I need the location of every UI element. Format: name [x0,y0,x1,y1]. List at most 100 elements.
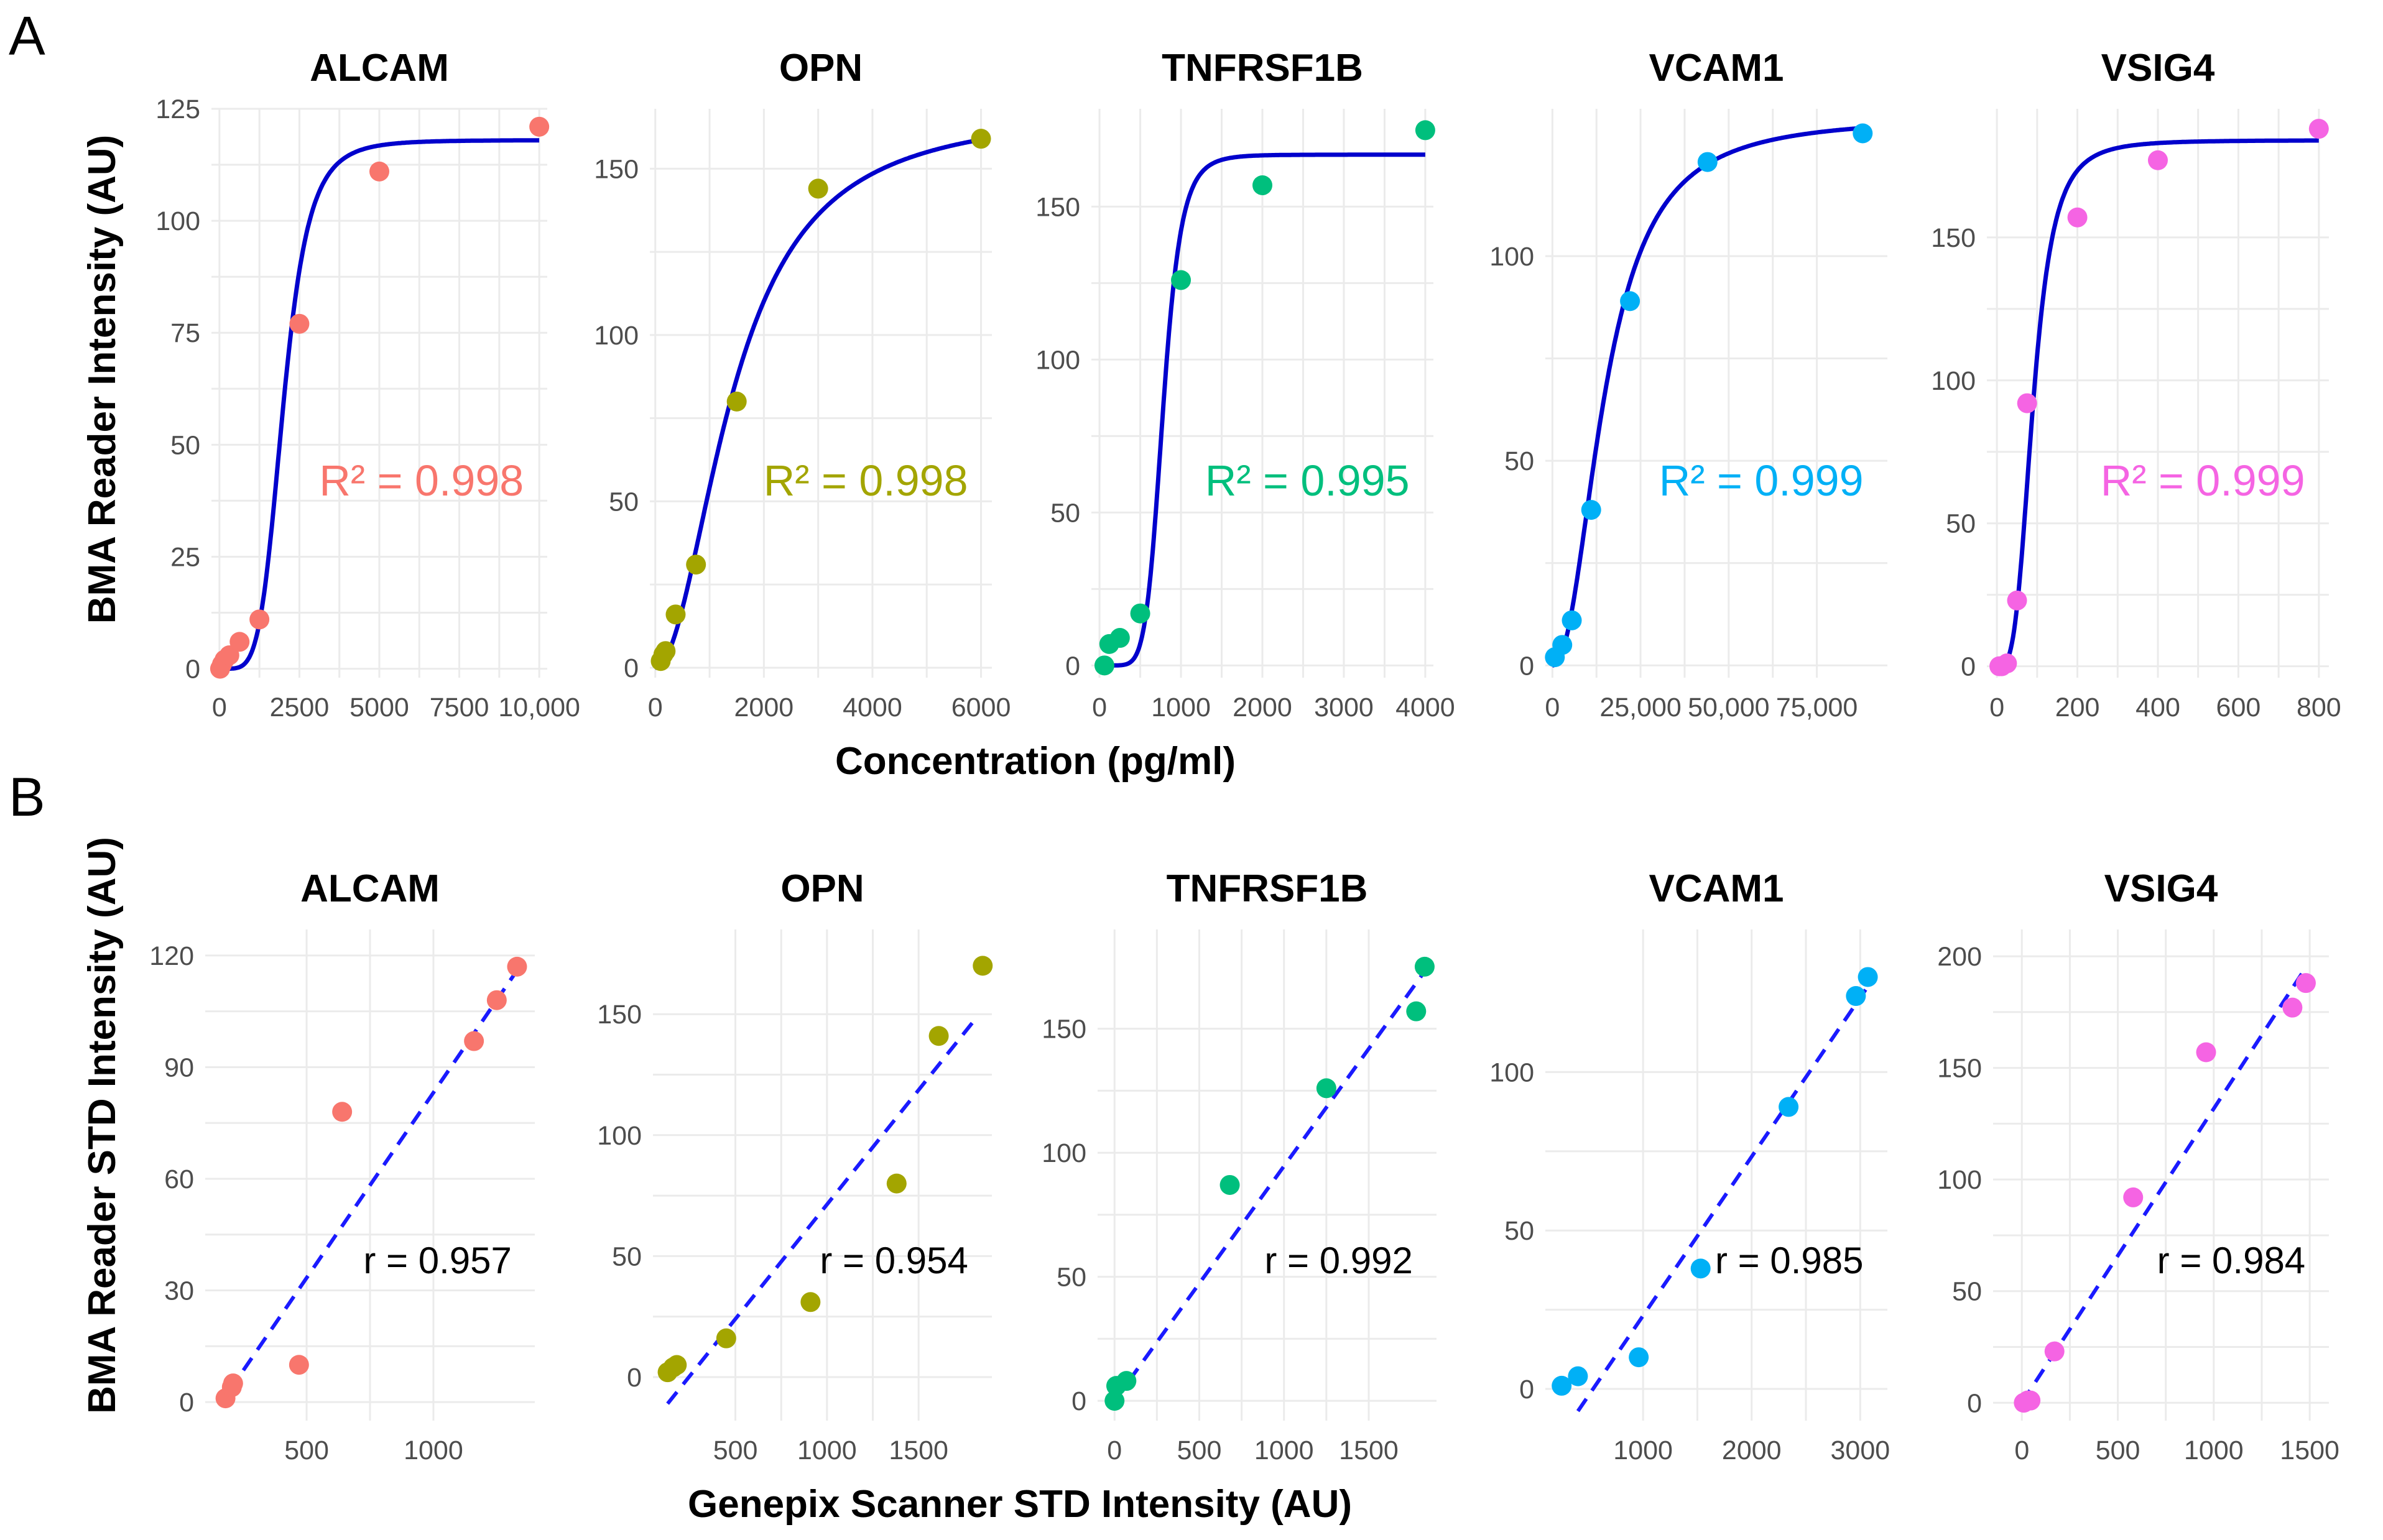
y-tick-label: 50 [1946,509,1976,539]
y-tick-label: 0 [179,1388,194,1418]
data-point [1552,1375,1572,1396]
y-tick-label: 50 [1050,498,1080,528]
subplot-b-vsig4: 0 500 1000 1500 0 50 100 150 200 VSIG4 r = 0.984 [1937,867,2339,1465]
x-tick-label: 0 [2014,1436,2029,1465]
regression-line [1576,989,1867,1413]
x-tick-label: 1000 [1613,1436,1673,1465]
y-tick-label: 125 [155,95,200,124]
y-tick-label: 0 [1519,651,1534,681]
y-tick-label: 50 [1504,1216,1534,1246]
x-tick-label: 2500 [270,693,330,722]
subplot-title: VCAM1 [1649,867,1784,910]
x-tick-label: 1500 [2280,1436,2339,1465]
x-tick-label: 1000 [797,1436,857,1465]
data-point [1104,1391,1125,1411]
data-point [464,1031,484,1051]
subplot-title: TNFRSF1B [1162,47,1363,90]
fitted-curve [655,137,982,670]
x-tick-label: 0 [1107,1436,1122,1465]
data-point [686,555,706,575]
data-point [229,632,250,652]
data-point [369,161,389,182]
data-point [667,1355,687,1375]
x-tick-label: 0 [1545,693,1560,722]
x-tick-label: 800 [2297,693,2341,722]
y-tick-label: 0 [1961,652,1976,682]
correlation-annotation: r = 0.992 [1264,1240,1413,1281]
x-tick-label: 0 [1092,693,1107,722]
x-tick-label: 500 [713,1436,758,1465]
data-point [655,641,676,662]
x-tick-label: 500 [1177,1436,1222,1465]
data-point [2148,150,2168,170]
row-a-y-axis-label: BMA Reader Intensity (AU) [81,135,124,624]
y-tick-label: 100 [594,321,639,351]
subplot-b-alcam: 500 1000 0 30 60 90 120 ALCAM r = 0.957 [149,867,535,1465]
x-tick-label: 0 [1989,693,2004,722]
data-point [1697,152,1718,172]
y-tick-label: 0 [1519,1375,1534,1404]
x-tick-label: 3000 [1831,1436,1890,1465]
x-tick-label: 1500 [889,1436,948,1465]
y-tick-label: 0 [1071,1386,1086,1416]
correlation-annotation: r = 0.954 [820,1240,968,1281]
y-tick-label: 100 [155,206,200,236]
y-tick-label: 150 [1042,1015,1086,1044]
data-point [808,178,828,199]
correlation-annotation: r = 0.985 [1715,1240,1864,1281]
y-tick-label: 150 [597,1000,642,1030]
data-point [800,1292,821,1312]
x-tick-label: 400 [2135,693,2180,722]
r-squared-annotation: R² = 0.998 [764,456,968,505]
regression-line [1113,966,1430,1402]
data-point [1997,653,2017,674]
x-tick-label: 500 [2096,1436,2140,1465]
y-tick-label: 50 [170,430,200,460]
x-tick-label: 10,000 [498,693,580,722]
subplot-a-opn: 0 2000 4000 6000 0 50 100 150 OPN R² = 0.998 [594,47,1011,722]
x-tick-label: 500 [284,1436,329,1465]
r-squared-annotation: R² = 0.995 [1205,456,1410,505]
x-tick-label: 1000 [1151,693,1211,722]
row-b-x-axis-label: Genepix Scanner STD Intensity (AU) [688,1483,1352,1526]
row-a-x-axis-label: Concentration (pg/ml) [835,740,1236,783]
subplot-a-tnfrsf1b: 0 1000 2000 3000 4000 0 50 100 150 TNFRSF1B R² = 0… [1035,47,1455,722]
data-point [1562,610,1582,630]
y-tick-label: 200 [1937,942,1982,972]
subplot-title: VSIG4 [2101,47,2215,90]
data-point [2020,1390,2041,1411]
data-point [886,1173,907,1194]
subplot-a-vcam1: 0 25,000 50,000 75,000 0 50 100 VCAM1 R² = 0.999 [1489,47,1887,722]
x-tick-label: 25,000 [1599,693,1682,722]
subplot-a-alcam: 0 2500 5000 7500 10,000 0 25 50 75 100 125 ALCAM R² … [155,47,580,722]
data-point [1629,1347,1649,1368]
data-point [1130,603,1150,624]
data-point [726,391,747,412]
subplot-a-vsig4: 0 200 400 600 800 0 50 100 150 VSIG4 R² = 0.999 [1931,47,2341,722]
correlation-annotation: r = 0.984 [2157,1240,2306,1281]
correlation-annotation: r = 0.957 [363,1240,512,1281]
y-tick-label: 100 [1489,1058,1534,1087]
data-point [1858,967,1878,987]
y-tick-label: 150 [594,154,639,184]
y-tick-label: 0 [1065,651,1080,681]
data-point [289,313,310,334]
y-tick-label: 25 [170,542,200,572]
data-point [1116,1371,1137,1391]
data-point [1316,1078,1336,1099]
data-point [2007,590,2027,611]
subplot-title: ALCAM [310,47,449,90]
subplot-title: ALCAM [300,867,440,910]
panel-label-b: B [9,766,45,828]
x-tick-label: 5000 [349,693,409,722]
x-tick-label: 2000 [1722,1436,1782,1465]
data-point [2196,1042,2216,1063]
data-point [1846,986,1866,1007]
y-tick-label: 0 [627,1363,642,1393]
data-point [507,956,527,977]
x-tick-label: 3000 [1314,693,1374,722]
y-tick-label: 0 [185,655,200,685]
row-b-y-axis-label: BMA Reader STD Intensity (AU) [81,837,124,1414]
data-point [2044,1341,2065,1362]
x-tick-label: 1500 [1339,1436,1399,1465]
